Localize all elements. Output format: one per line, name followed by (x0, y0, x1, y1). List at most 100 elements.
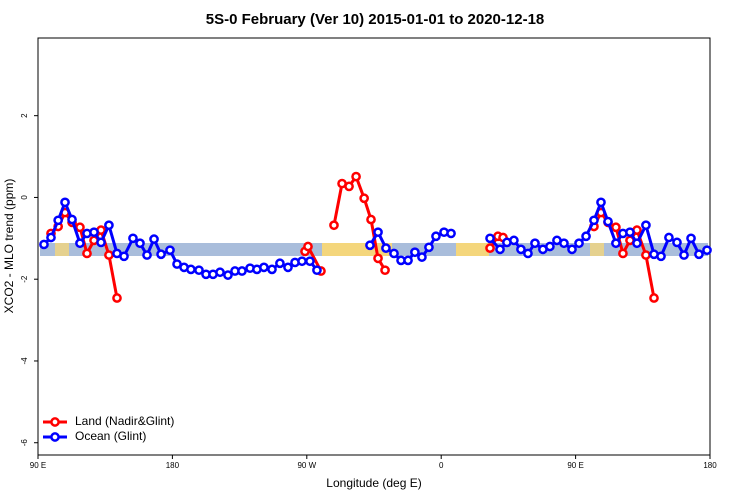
point (156, 249, 166, 260)
point (194, 265, 204, 276)
point (424, 242, 434, 253)
point (649, 293, 659, 303)
point (530, 238, 540, 249)
x-tick-label: 90 E (30, 461, 46, 470)
point (485, 233, 495, 244)
point (410, 247, 420, 258)
point (329, 220, 339, 231)
y-tick-label: -2 (20, 275, 29, 283)
point (694, 249, 704, 260)
point (237, 266, 247, 276)
point (581, 231, 591, 242)
x-tick-label: 180 (703, 461, 717, 470)
point (303, 241, 313, 252)
band-land (456, 243, 489, 256)
x-axis-label: Longitude (deg E) (326, 476, 421, 490)
legend-label: Land (Nadir&Glint) (75, 414, 174, 428)
point (417, 252, 427, 262)
point (389, 248, 399, 259)
point (485, 243, 495, 253)
point (149, 234, 159, 244)
point (165, 245, 175, 256)
series (39, 197, 712, 280)
point (596, 197, 606, 208)
point (312, 265, 322, 276)
point (446, 228, 456, 239)
point (603, 216, 613, 227)
point (267, 264, 277, 275)
point (104, 220, 114, 231)
point (186, 264, 196, 275)
point (142, 250, 152, 260)
point (259, 262, 269, 273)
chart-title: 5S-0 February (Ver 10) 2015-01-01 to 202… (206, 11, 545, 28)
point (679, 250, 689, 260)
point (365, 240, 375, 251)
point (351, 171, 361, 182)
point (39, 239, 49, 250)
point (67, 214, 77, 225)
x-tick-label: 0 (439, 461, 444, 470)
point (516, 244, 526, 255)
point (509, 235, 519, 246)
point (359, 193, 369, 204)
point (223, 270, 233, 280)
band-land (55, 243, 69, 256)
point (672, 237, 682, 248)
point (46, 232, 56, 243)
x-tick-label: 90 W (297, 461, 316, 470)
point (431, 231, 441, 242)
point (75, 222, 85, 233)
y-tick-label: -4 (20, 357, 29, 365)
point (380, 265, 390, 276)
point (381, 243, 391, 253)
point (104, 250, 114, 260)
point (305, 256, 315, 267)
point (403, 255, 413, 266)
point (119, 251, 129, 262)
point (297, 256, 307, 267)
point (611, 222, 621, 233)
point (373, 253, 383, 264)
point (112, 293, 122, 303)
point (215, 267, 225, 278)
band-land (590, 243, 604, 256)
point (128, 233, 138, 244)
point (686, 233, 696, 244)
y-tick-label: 0 (20, 195, 29, 200)
legend-marker (50, 432, 60, 442)
point (545, 241, 555, 252)
point (283, 262, 293, 273)
point (523, 248, 533, 259)
point (632, 238, 642, 249)
point (664, 232, 674, 243)
point (53, 215, 64, 226)
point (574, 238, 584, 249)
point (589, 215, 599, 226)
point (495, 244, 505, 255)
point (75, 238, 85, 249)
point (82, 248, 92, 259)
point (373, 227, 383, 238)
point (567, 244, 577, 255)
point (559, 238, 569, 249)
y-tick-label: -6 (20, 439, 29, 447)
x-tick-label: 180 (166, 461, 180, 470)
y-tick-label: 2 (20, 113, 29, 118)
point (275, 258, 285, 269)
y-axis-label: XCO2 - MLO trend (ppm) (2, 179, 16, 314)
point (625, 227, 635, 238)
point (641, 220, 651, 231)
point (618, 248, 628, 259)
point (656, 251, 666, 262)
point (96, 237, 106, 248)
x-tick-label: 90 E (567, 461, 583, 470)
point (611, 238, 621, 249)
point (135, 238, 145, 249)
legend-marker (50, 417, 60, 427)
point (641, 250, 651, 260)
point (366, 214, 376, 225)
point (702, 245, 712, 256)
point (344, 181, 354, 192)
